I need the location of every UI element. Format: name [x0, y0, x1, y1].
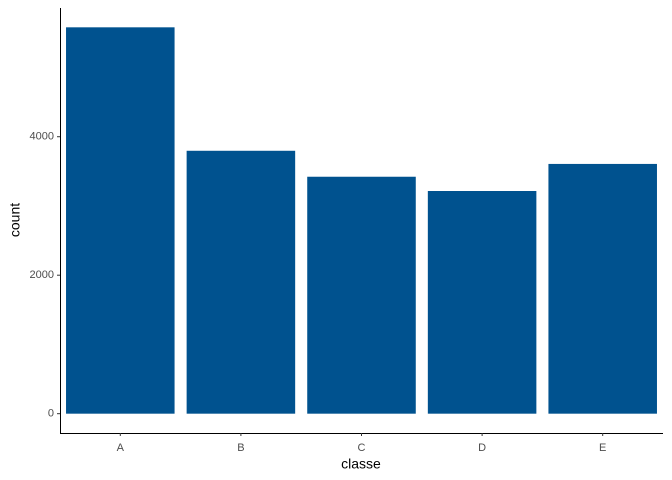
- y-tick-label: 0: [48, 408, 54, 420]
- bar: [66, 27, 175, 414]
- x-tick-label: C: [358, 442, 366, 454]
- y-axis-title: count: [7, 203, 23, 237]
- x-tick-label: B: [237, 442, 244, 454]
- x-tick-label: A: [117, 442, 125, 454]
- bar: [427, 191, 537, 414]
- bar: [186, 150, 296, 414]
- y-tick-label: 4000: [30, 131, 54, 143]
- y-tick-label: 2000: [30, 269, 54, 281]
- x-tick-label: E: [599, 442, 606, 454]
- bar: [307, 176, 416, 414]
- x-tick-label: D: [478, 442, 486, 454]
- x-axis-title: classe: [341, 456, 381, 472]
- bar: [548, 163, 657, 414]
